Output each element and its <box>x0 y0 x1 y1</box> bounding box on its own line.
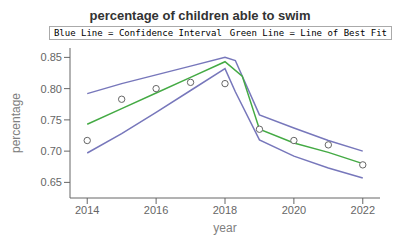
svg-text:0.75: 0.75 <box>41 114 62 126</box>
svg-text:2014: 2014 <box>75 204 99 216</box>
svg-text:2016: 2016 <box>144 204 168 216</box>
svg-text:2018: 2018 <box>213 204 237 216</box>
svg-text:2020: 2020 <box>282 204 306 216</box>
svg-text:percentage: percentage <box>9 93 23 153</box>
html-text:percentage of children able to: percentage of children able to swim <box>89 8 311 23</box>
svg-text:0.65: 0.65 <box>41 176 62 188</box>
svg-text:0.85: 0.85 <box>41 51 62 63</box>
html-text:Blue Line = Confidence Interva: Blue Line = Confidence Interval <box>53 28 222 38</box>
svg-text:0.70: 0.70 <box>41 145 62 157</box>
svg-text:year: year <box>213 221 236 235</box>
html-text:Green Line = Line of Best Fit: Green Line = Line of Best Fit <box>229 28 387 38</box>
svg-text:0.80: 0.80 <box>41 83 62 95</box>
svg-text:2022: 2022 <box>351 204 375 216</box>
